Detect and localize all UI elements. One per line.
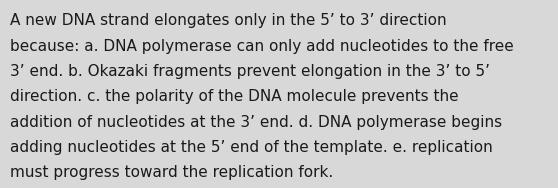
Text: 3’ end. b. Okazaki fragments prevent elongation in the 3’ to 5’: 3’ end. b. Okazaki fragments prevent elo… — [10, 64, 490, 79]
Text: direction. c. the polarity of the DNA molecule prevents the: direction. c. the polarity of the DNA mo… — [10, 89, 459, 104]
Text: addition of nucleotides at the 3’ end. d. DNA polymerase begins: addition of nucleotides at the 3’ end. d… — [10, 115, 502, 130]
Text: because: a. DNA polymerase can only add nucleotides to the free: because: a. DNA polymerase can only add … — [10, 39, 514, 54]
Text: A new DNA strand elongates only in the 5’ to 3’ direction: A new DNA strand elongates only in the 5… — [10, 13, 446, 28]
Text: adding nucleotides at the 5’ end of the template. e. replication: adding nucleotides at the 5’ end of the … — [10, 140, 493, 155]
Text: must progress toward the replication fork.: must progress toward the replication for… — [10, 165, 333, 180]
